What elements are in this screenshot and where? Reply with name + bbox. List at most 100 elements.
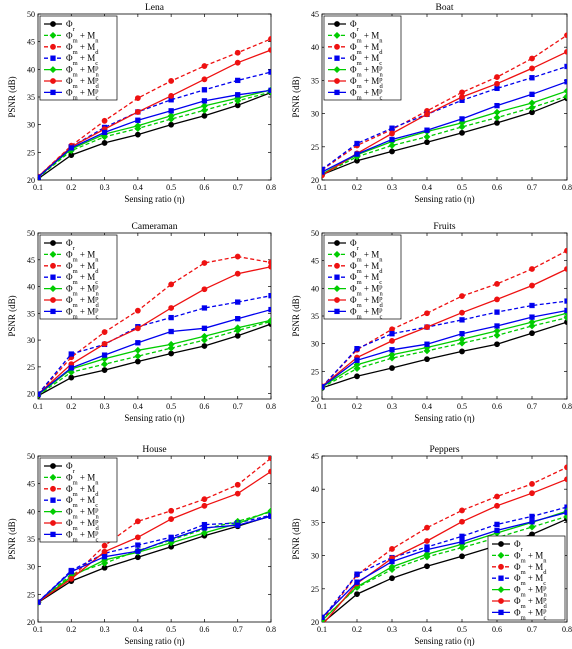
data-point xyxy=(268,293,271,299)
x-tick-label: 0.3 xyxy=(387,183,397,192)
data-point xyxy=(564,32,567,39)
legend-marker xyxy=(50,308,56,315)
y-tick-label: 20 xyxy=(311,618,319,627)
legend-marker xyxy=(334,43,340,50)
y-tick-label: 35 xyxy=(311,312,319,321)
y-tick-label: 50 xyxy=(311,229,319,238)
chart-panel-lena: Lena 0.1 0.2 0.3 0.4 0.5 0.6 0.7 0.8 20 25 30 35 40 45… xyxy=(7,3,276,204)
data-point xyxy=(459,129,465,136)
y-tick-label: 30 xyxy=(27,336,35,345)
legend-label-4: Φm + Mp n xyxy=(66,64,99,78)
x-tick-label: 0.8 xyxy=(562,183,572,192)
data-point xyxy=(494,85,500,92)
data-point xyxy=(234,481,241,488)
data-point xyxy=(201,98,208,104)
x-tick-label: 0.8 xyxy=(266,625,276,634)
y-tick-label: 30 xyxy=(311,552,319,561)
data-point xyxy=(459,507,465,514)
y-tick-label: 40 xyxy=(27,507,35,516)
x-tick-label: 0.8 xyxy=(266,402,276,411)
data-point xyxy=(459,317,465,323)
legend-label-2: Φm + Md xyxy=(66,261,99,275)
data-point xyxy=(494,493,500,500)
data-point xyxy=(234,490,241,497)
data-point xyxy=(134,109,141,115)
data-point xyxy=(135,548,141,554)
series-line-6 xyxy=(322,309,567,388)
legend-marker xyxy=(333,285,341,293)
data-point xyxy=(38,599,41,605)
legend-marker xyxy=(498,563,504,570)
y-tick-label: 20 xyxy=(311,395,319,404)
data-point xyxy=(201,63,208,69)
series-line-2 xyxy=(322,250,567,388)
data-point xyxy=(564,307,567,314)
series-line-3 xyxy=(38,514,271,603)
series-line-5 xyxy=(38,470,271,603)
data-point xyxy=(564,63,567,70)
data-point xyxy=(529,282,535,289)
data-point xyxy=(268,47,271,53)
legend-marker xyxy=(498,575,504,581)
legend-label-3: Φm + Mc xyxy=(66,495,98,509)
legend-label-4: Φm + Mp n xyxy=(66,506,99,520)
data-point xyxy=(168,305,175,311)
y-tick-label: 30 xyxy=(27,563,35,572)
legend-marker xyxy=(50,497,56,503)
data-point xyxy=(493,114,501,122)
y-tick-label: 35 xyxy=(311,76,319,85)
legend-marker xyxy=(497,551,505,559)
data-point xyxy=(268,69,271,75)
y-tick-label: 25 xyxy=(311,143,319,152)
data-point xyxy=(528,322,536,330)
data-point xyxy=(234,49,241,56)
data-point xyxy=(563,314,567,322)
data-point xyxy=(424,127,430,133)
data-point xyxy=(564,79,567,85)
data-point xyxy=(564,476,567,483)
y-tick-label: 25 xyxy=(27,363,35,372)
data-point xyxy=(354,345,360,352)
data-point xyxy=(101,548,108,555)
data-point xyxy=(167,539,175,547)
series-line-0 xyxy=(322,97,567,176)
data-point xyxy=(235,299,241,305)
y-tick-label: 35 xyxy=(27,93,35,102)
data-point xyxy=(494,323,500,329)
data-point xyxy=(459,94,465,100)
data-point xyxy=(68,568,74,575)
y-tick-label: 45 xyxy=(27,480,35,489)
series-line-6 xyxy=(38,89,271,178)
data-point xyxy=(168,78,175,84)
series-line-3 xyxy=(322,506,567,620)
data-point xyxy=(459,518,465,525)
x-tick-label: 0.7 xyxy=(527,625,537,634)
chart-panel-fruits: Fruits 0.1 0.2 0.3 0.4 0.5 0.6 0.7 0.8 20 25 30 35 40… xyxy=(291,222,572,423)
data-point xyxy=(494,521,500,528)
data-point xyxy=(68,145,74,151)
series-line-0 xyxy=(38,323,271,397)
legend-marker xyxy=(498,598,504,604)
data-point xyxy=(134,131,141,138)
series-6 xyxy=(322,509,567,621)
legend-marker xyxy=(50,274,56,280)
data-point xyxy=(389,136,395,143)
y-tick-label: 40 xyxy=(311,284,319,293)
legend-label-1: Φm + Mn xyxy=(66,249,99,263)
data-point xyxy=(564,247,567,254)
x-tick-label: 0.6 xyxy=(492,625,502,634)
legend-label-2: Φm + Md xyxy=(350,261,383,275)
x-axis-label: Sensing ratio (η) xyxy=(414,636,474,646)
x-tick-label: 0.4 xyxy=(133,402,143,411)
x-tick-label: 0.1 xyxy=(317,183,327,192)
legend-label-3: Φm + Mc xyxy=(350,53,382,66)
x-tick-label: 0.4 xyxy=(422,183,432,192)
series-6 xyxy=(38,306,271,397)
series-line-1 xyxy=(322,95,567,176)
data-point xyxy=(134,346,142,354)
data-point xyxy=(424,341,430,347)
legend-label-6: Φm + Mp c xyxy=(66,306,98,320)
legend-label-1: Φm + Mn xyxy=(350,30,383,44)
